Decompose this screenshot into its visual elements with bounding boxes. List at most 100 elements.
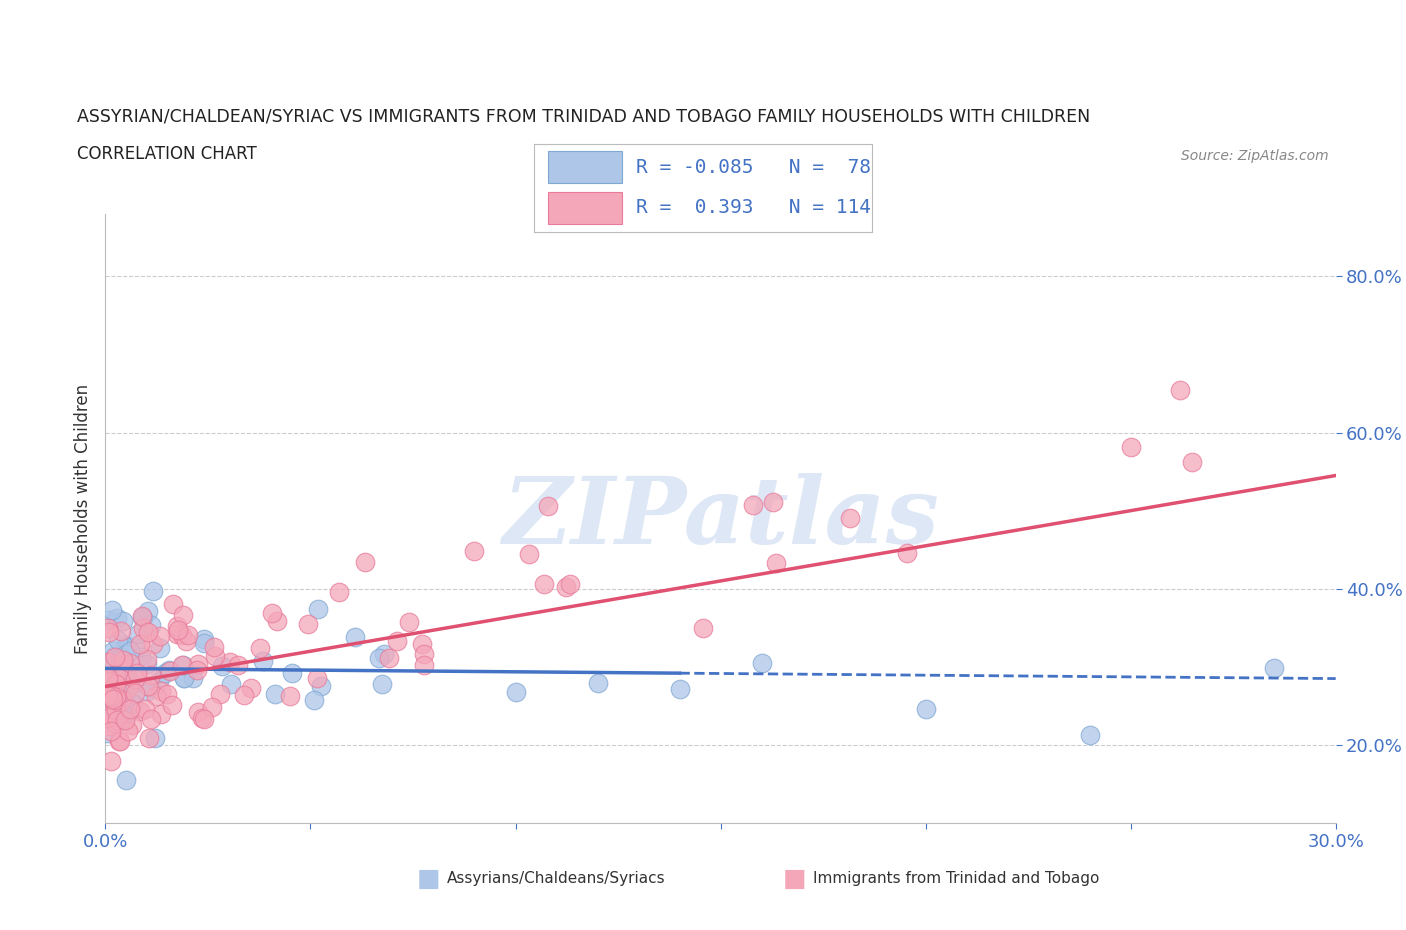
Point <box>176 628 198 643</box>
Point <box>139 680 162 695</box>
Point <box>297 617 319 631</box>
Point <box>1263 660 1285 675</box>
Point <box>172 658 194 672</box>
Point <box>378 650 401 665</box>
Point <box>173 671 195 685</box>
Point <box>110 664 132 679</box>
Text: R = -0.085   N =  78: R = -0.085 N = 78 <box>636 157 870 177</box>
Point <box>121 717 143 732</box>
Point <box>281 666 304 681</box>
Point <box>174 633 197 648</box>
Point <box>115 773 138 788</box>
Point <box>193 711 215 726</box>
Point <box>187 657 209 671</box>
Point <box>118 656 141 671</box>
Point <box>742 498 765 512</box>
Point <box>136 651 159 666</box>
Point <box>412 658 434 672</box>
Point <box>112 653 135 668</box>
Point <box>97 674 120 689</box>
Point <box>107 734 129 749</box>
Point <box>117 705 139 720</box>
Point <box>233 688 256 703</box>
Point <box>153 665 176 680</box>
Point <box>914 701 936 716</box>
Point <box>560 577 582 591</box>
Point <box>103 716 125 731</box>
Point <box>97 688 120 703</box>
Point <box>100 724 122 738</box>
Text: Assyrians/Chaldeans/Syriacs: Assyrians/Chaldeans/Syriacs <box>447 871 665 886</box>
Point <box>98 684 121 699</box>
Point <box>211 658 233 673</box>
Point <box>1168 382 1191 397</box>
Point <box>101 644 124 659</box>
Point <box>186 662 208 677</box>
Point <box>120 695 142 710</box>
Point <box>121 696 143 711</box>
Point <box>96 655 118 670</box>
Point <box>104 674 127 689</box>
Point <box>110 714 132 729</box>
Point <box>156 687 179 702</box>
Point <box>172 607 194 622</box>
Point <box>117 681 139 696</box>
Point <box>96 709 118 724</box>
Point <box>166 623 188 638</box>
Point <box>398 615 420 630</box>
Point <box>157 662 180 677</box>
Point <box>761 494 783 509</box>
Point <box>97 613 120 628</box>
Point <box>187 704 209 719</box>
Point <box>132 621 155 636</box>
Point <box>110 687 132 702</box>
Point <box>136 604 159 618</box>
Point <box>190 711 212 725</box>
Point <box>204 649 226 664</box>
Point <box>118 644 141 658</box>
Point <box>373 646 395 661</box>
Point <box>100 753 122 768</box>
Point <box>117 640 139 655</box>
Point <box>353 554 375 569</box>
Point <box>105 610 128 625</box>
Point <box>692 620 714 635</box>
Point <box>105 680 128 695</box>
Point <box>110 659 132 674</box>
Point <box>97 711 120 726</box>
Point <box>264 686 287 701</box>
Point <box>129 649 152 664</box>
Point <box>124 685 146 700</box>
Point <box>240 681 263 696</box>
Point <box>1078 727 1101 742</box>
Text: ZIPatlas: ZIPatlas <box>502 473 939 564</box>
Point <box>896 545 918 560</box>
Point <box>193 636 215 651</box>
Point <box>278 688 301 703</box>
Point <box>97 620 120 635</box>
Point <box>96 725 118 740</box>
Text: ■: ■ <box>783 867 806 891</box>
Point <box>114 646 136 661</box>
Point <box>226 658 249 672</box>
Point <box>668 682 690 697</box>
Point <box>149 707 172 722</box>
Point <box>115 666 138 681</box>
Point <box>103 652 125 667</box>
Point <box>120 701 142 716</box>
Point <box>104 689 127 704</box>
Point <box>209 687 232 702</box>
Point <box>124 671 146 686</box>
Point <box>125 665 148 680</box>
Point <box>149 684 172 698</box>
Point <box>586 676 609 691</box>
Point <box>114 712 136 727</box>
Point <box>108 733 131 748</box>
Point <box>136 679 159 694</box>
Point <box>413 646 436 661</box>
Point <box>142 636 165 651</box>
Point <box>166 626 188 641</box>
Point <box>134 702 156 717</box>
Point <box>385 633 408 648</box>
Point <box>96 684 118 698</box>
